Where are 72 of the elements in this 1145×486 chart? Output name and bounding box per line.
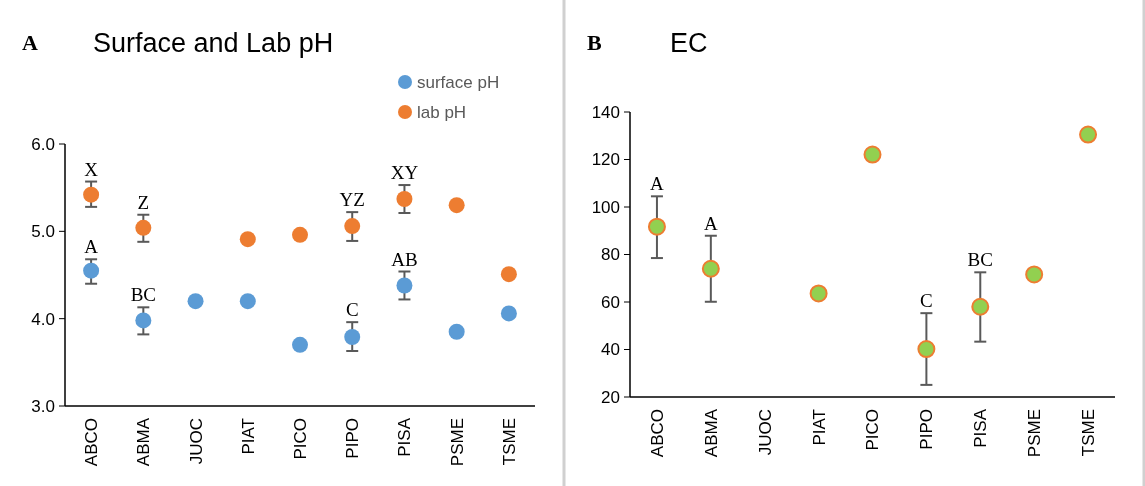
point: [500, 305, 517, 322]
x-tick-label: JUOC: [755, 409, 775, 456]
y-tick-label: 100: [591, 197, 620, 217]
y-tick-label: 80: [601, 245, 620, 265]
annotation: BC: [967, 249, 993, 271]
point: [396, 277, 413, 294]
x-tick-label: ABCO: [82, 418, 102, 467]
y-tick-label: 20: [601, 387, 620, 407]
point: [500, 266, 517, 283]
point: [292, 226, 308, 243]
y-tick-label: 40: [601, 340, 620, 360]
point: [344, 218, 361, 235]
point: [292, 336, 308, 353]
point: [647, 217, 666, 236]
annotation: C: [920, 290, 933, 312]
x-tick-label: PISA: [395, 417, 415, 457]
point: [83, 186, 100, 203]
x-tick-label: PICO: [863, 409, 883, 451]
y-tick-label: 60: [601, 292, 620, 312]
annotation: A: [650, 173, 665, 195]
point: [239, 231, 256, 248]
annotation: AB: [391, 248, 418, 270]
annotation: X: [84, 158, 99, 180]
point: [187, 293, 204, 310]
legend-label: lab pH: [417, 102, 467, 122]
point: [701, 259, 720, 278]
point: [396, 191, 413, 208]
point: [239, 293, 256, 310]
annotation: Z: [137, 191, 150, 213]
legend-label: surface pH: [417, 72, 500, 92]
y-tick-label: 120: [591, 150, 620, 170]
x-tick-label: PIAT: [238, 418, 258, 455]
x-tick-label: ABMA: [701, 408, 721, 458]
x-tick-label: PIAT: [809, 409, 829, 446]
annotation: A: [703, 212, 718, 234]
point: [863, 145, 882, 164]
text: A: [22, 30, 38, 55]
x-tick-label: PIPO: [343, 418, 363, 459]
x-tick-label: ABMA: [134, 417, 154, 467]
x-tick-label: TSME: [499, 418, 519, 466]
annotation: BC: [130, 284, 157, 306]
x-tick-label: TSME: [1079, 409, 1099, 457]
y-tick-label: 140: [591, 102, 620, 122]
point: [1079, 125, 1098, 144]
annotation: C: [345, 299, 359, 321]
x-tick-label: PSME: [447, 418, 467, 467]
x-tick-label: PISA: [971, 408, 991, 448]
y-tick-label: 6.0: [31, 134, 55, 154]
x-tick-label: PICO: [290, 418, 310, 460]
annotation: YZ: [339, 189, 365, 211]
point: [1025, 265, 1044, 284]
annotation: XY: [390, 162, 419, 184]
y-tick-label: 4.0: [31, 309, 55, 329]
point: [809, 284, 828, 303]
text: B: [587, 30, 602, 55]
y-tick-label: 3.0: [31, 396, 55, 416]
point: [344, 329, 361, 346]
point: [917, 340, 936, 359]
point: [83, 262, 100, 279]
x-tick-label: ABCO: [647, 409, 667, 458]
point: [135, 312, 152, 329]
point: [971, 297, 990, 316]
chart-title: Surface and Lab pH: [93, 28, 334, 58]
x-tick-label: JUOC: [186, 418, 206, 465]
point: [448, 323, 465, 340]
point: [448, 197, 465, 214]
point: [135, 219, 152, 236]
annotation: A: [84, 236, 99, 258]
chart-title: EC: [670, 28, 708, 58]
x-tick-label: PIPO: [917, 409, 937, 450]
x-tick-label: PSME: [1025, 409, 1045, 458]
y-tick-label: 5.0: [31, 222, 55, 242]
